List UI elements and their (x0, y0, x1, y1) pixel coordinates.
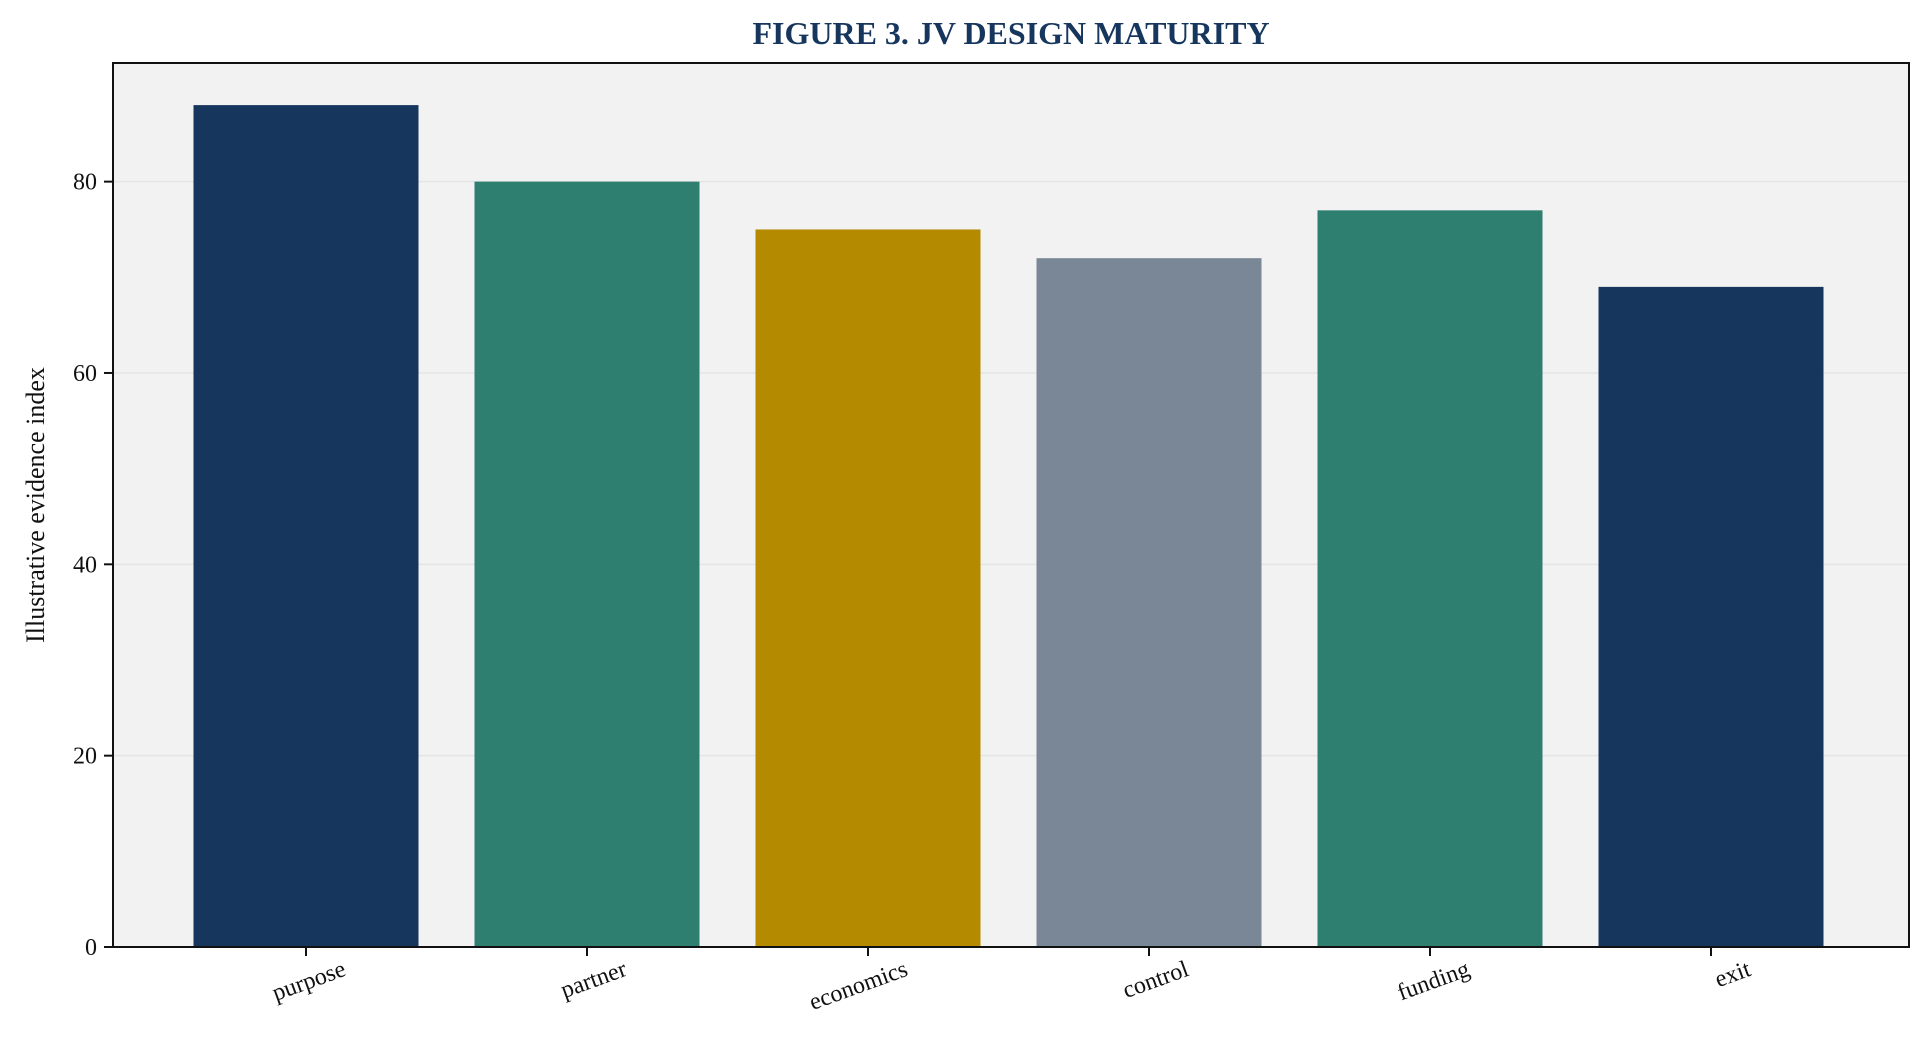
x-axis: purpose partner economics control funding exi… (269, 947, 1755, 1016)
x-tick-label-economics: economics (806, 956, 911, 1016)
chart-title: FIGURE 3. JV DESIGN MATURITY (752, 15, 1269, 51)
plot-frame (112, 62, 1910, 948)
y-tick-label: 80 (73, 170, 97, 196)
x-tick-label-funding: funding (1394, 956, 1473, 1006)
bars (193, 105, 1824, 948)
bar-partner (474, 181, 700, 948)
y-axis: 0 20 40 60 80 (73, 170, 113, 961)
y-tick-label: 60 (73, 361, 97, 387)
x-tick-label-exit: exit (1712, 956, 1755, 993)
bar-control (1036, 258, 1262, 947)
y-axis-label: Illustrative evidence index (21, 367, 50, 643)
bar-economics (755, 229, 981, 947)
y-tick-label: 40 (73, 552, 97, 578)
y-tick-label: 20 (73, 744, 97, 770)
bar-exit (1598, 286, 1824, 947)
bar-purpose (193, 105, 419, 948)
bar-funding (1317, 210, 1543, 948)
x-tick-label-control: control (1119, 956, 1192, 1004)
x-tick-label-partner: partner (557, 956, 630, 1004)
y-tick-label: 0 (85, 935, 97, 961)
x-tick-label-purpose: purpose (269, 956, 349, 1006)
